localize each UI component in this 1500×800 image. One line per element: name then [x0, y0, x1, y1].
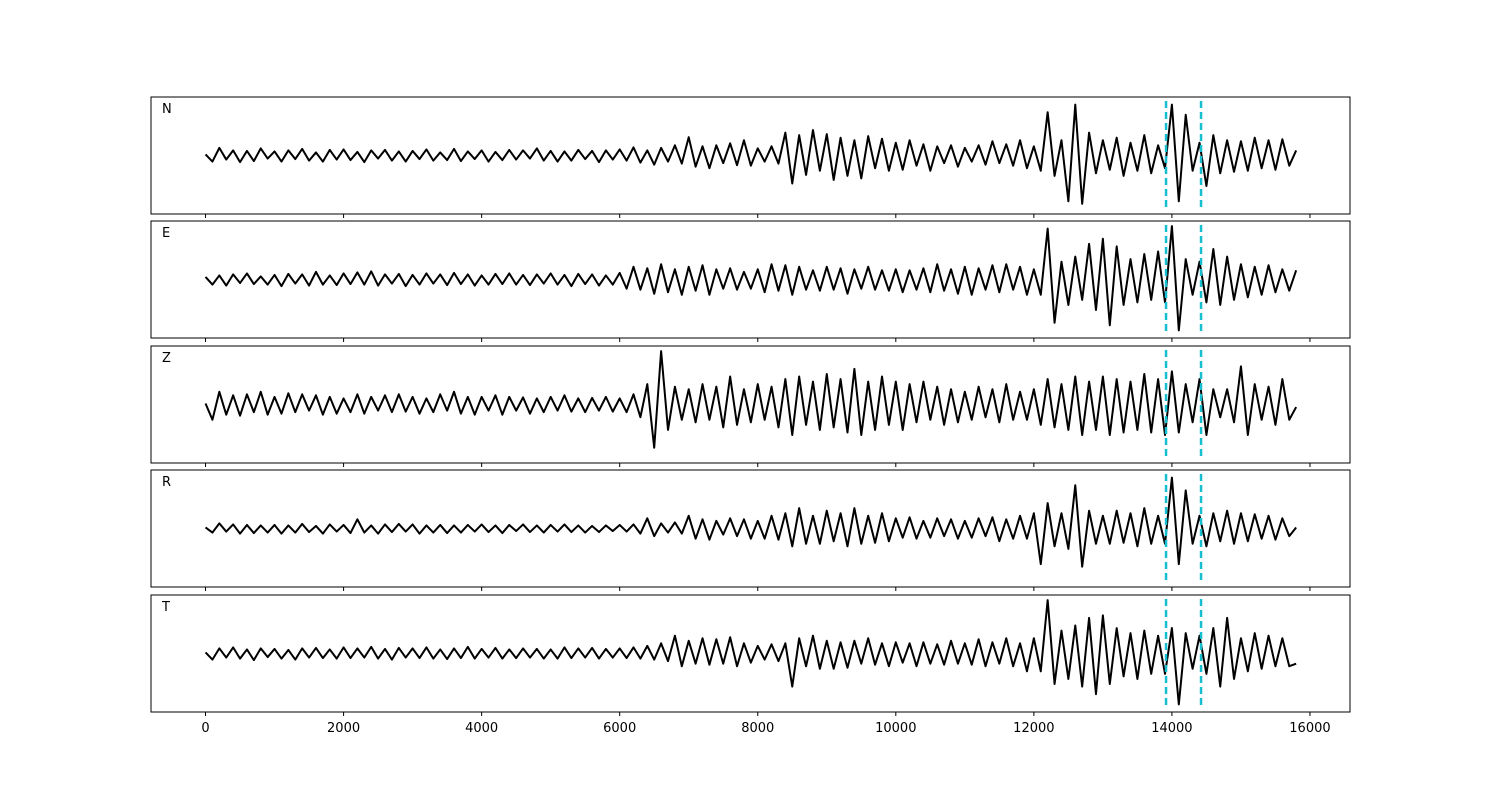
- panel-frame: [150, 220, 1351, 339]
- panel-label: N: [162, 102, 172, 117]
- panel-frame: [150, 345, 1351, 464]
- panel-frame: [150, 96, 1351, 215]
- panel-frame: [150, 469, 1351, 588]
- x-tick-label: 4000: [465, 721, 498, 736]
- x-tick-label: 10000: [875, 721, 916, 736]
- panel-label: R: [162, 475, 171, 490]
- x-tick-label: 0: [201, 721, 209, 736]
- panel-label: Z: [162, 351, 171, 366]
- x-tick-label: 12000: [1013, 721, 1054, 736]
- x-tick-label: 6000: [603, 721, 636, 736]
- x-tick-label: 2000: [327, 721, 360, 736]
- waveform: [204, 599, 1297, 706]
- waveform: [204, 103, 1298, 205]
- waveform: [204, 225, 1298, 332]
- x-tick-label: 8000: [741, 721, 774, 736]
- panel-label: T: [161, 600, 170, 615]
- waveform: [204, 350, 1298, 449]
- panel-frame: [150, 594, 1351, 713]
- panel-label: E: [162, 226, 170, 241]
- x-tick-label: 14000: [1151, 721, 1192, 736]
- x-tick-label: 16000: [1289, 721, 1330, 736]
- waveform: [204, 476, 1297, 568]
